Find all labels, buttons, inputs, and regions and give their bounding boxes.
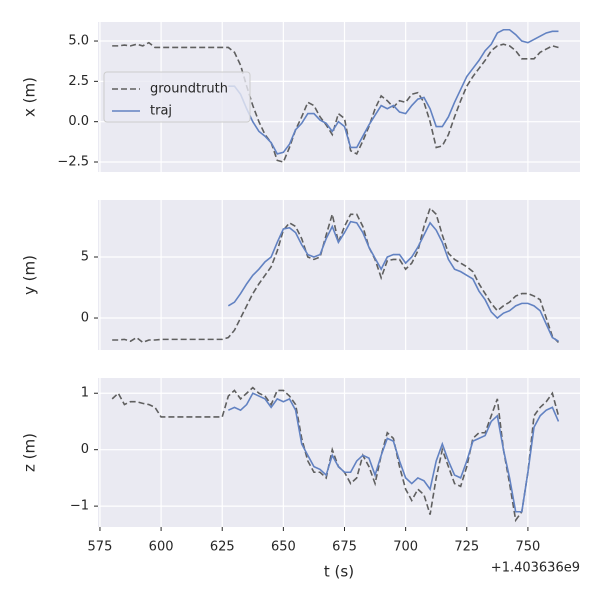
y-tick-label: 0 — [81, 442, 89, 457]
y-tick-label: −1 — [70, 499, 89, 514]
x-tick-label: 750 — [515, 540, 540, 555]
series-line — [112, 41, 559, 163]
y-tick-label: 2.5 — [68, 74, 89, 89]
x-tick-label: 625 — [210, 540, 235, 555]
y-tick-label: 1 — [81, 386, 89, 401]
x-tick-label: 575 — [88, 540, 113, 555]
series-line — [112, 206, 560, 344]
y-tick-label: 0.0 — [68, 114, 89, 129]
legend-box — [103, 71, 251, 123]
x-tick-label: 600 — [149, 540, 174, 555]
y-axis-label: x (m) — [21, 77, 39, 117]
plot-background — [98, 378, 580, 527]
x-tick-label: 725 — [454, 540, 479, 555]
y-tick-label: 5.0 — [68, 34, 89, 49]
y-tick-label: 5 — [81, 249, 89, 264]
y-axis-label: y (m) — [21, 255, 39, 295]
legend-label: groundtruth — [150, 82, 228, 97]
series-line — [227, 220, 559, 342]
legend-label: traj — [150, 104, 172, 119]
series-line — [228, 392, 560, 513]
x-tick-label: 675 — [332, 540, 357, 555]
series-line — [111, 386, 560, 523]
x-tick-label: 650 — [271, 540, 296, 555]
plot-background — [98, 200, 580, 350]
y-tick-label: −2.5 — [57, 155, 89, 170]
x-offset-label: +1.403636e9 — [491, 561, 580, 576]
x-axis-label: t (s) — [324, 563, 354, 581]
series-line — [228, 28, 559, 155]
y-tick-label: 0 — [81, 311, 89, 326]
y-axis-label: z (m) — [21, 433, 39, 472]
x-tick-label: 700 — [393, 540, 418, 555]
